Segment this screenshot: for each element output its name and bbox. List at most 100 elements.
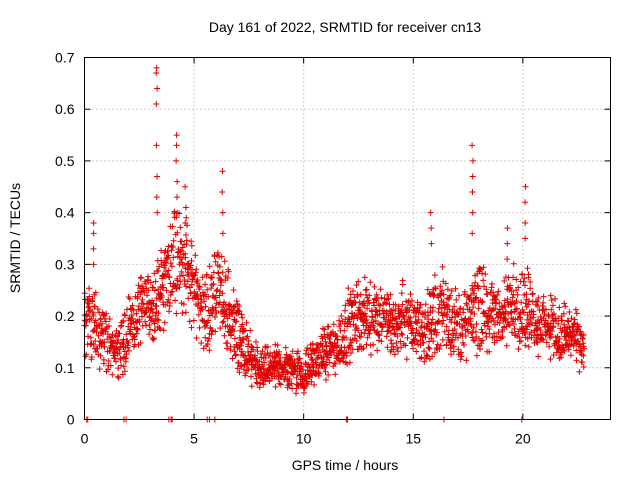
data-point	[252, 338, 259, 345]
data-point	[556, 335, 563, 342]
data-point	[464, 301, 471, 308]
data-point	[338, 313, 345, 320]
data-point	[99, 338, 106, 345]
data-point	[347, 342, 354, 349]
data-point	[377, 302, 384, 309]
data-point	[433, 345, 440, 352]
data-point	[147, 326, 154, 333]
data-point	[312, 348, 319, 355]
data-point	[496, 299, 503, 306]
data-point	[522, 199, 529, 206]
data-point	[440, 317, 447, 324]
data-point	[422, 301, 429, 308]
data-point	[563, 337, 570, 344]
data-point	[106, 316, 113, 323]
data-point	[374, 347, 381, 354]
data-point	[212, 258, 219, 265]
data-point	[522, 235, 529, 242]
data-point	[449, 314, 456, 321]
data-point	[519, 308, 526, 315]
data-point	[525, 271, 532, 278]
data-point	[146, 331, 153, 338]
data-point	[540, 336, 547, 343]
data-point	[172, 297, 179, 304]
data-point	[341, 344, 348, 351]
data-point	[537, 313, 544, 320]
data-point	[326, 339, 333, 346]
data-point	[325, 323, 332, 330]
data-point	[539, 306, 546, 313]
data-point	[115, 365, 122, 372]
data-point	[363, 312, 370, 319]
data-point	[390, 346, 397, 353]
data-point	[218, 253, 225, 260]
data-point	[427, 304, 434, 311]
data-point	[238, 339, 245, 346]
data-point	[505, 310, 512, 317]
data-point	[341, 307, 348, 314]
data-point	[212, 304, 219, 311]
data-point	[276, 348, 283, 355]
data-point	[470, 304, 477, 311]
data-point	[425, 320, 432, 327]
data-point	[521, 275, 528, 282]
data-point	[224, 340, 231, 347]
data-point	[550, 351, 557, 358]
data-point	[573, 347, 580, 354]
data-point	[485, 312, 492, 319]
data-point	[413, 348, 420, 355]
data-point	[219, 188, 226, 195]
data-point	[165, 252, 172, 259]
data-point	[282, 344, 289, 351]
data-point	[580, 363, 587, 370]
data-point	[186, 318, 193, 325]
data-point	[205, 317, 212, 324]
data-point	[212, 328, 219, 335]
data-point	[173, 285, 180, 292]
data-point	[373, 291, 380, 298]
data-point	[217, 325, 224, 332]
data-point	[351, 298, 358, 305]
data-point	[357, 315, 364, 322]
data-point	[259, 348, 266, 355]
data-point	[470, 324, 477, 331]
data-point	[431, 291, 438, 298]
data-point	[547, 356, 554, 363]
data-point	[562, 303, 569, 310]
data-point	[547, 292, 554, 299]
data-point	[370, 324, 377, 331]
data-point	[85, 333, 92, 340]
data-point	[269, 353, 276, 360]
data-point	[530, 311, 537, 318]
data-point	[571, 316, 578, 323]
data-point	[426, 345, 433, 352]
data-point	[416, 355, 423, 362]
data-point	[95, 332, 102, 339]
data-point	[355, 327, 362, 334]
data-point	[252, 370, 259, 377]
data-point	[188, 238, 195, 245]
data-point	[475, 285, 482, 292]
data-point	[462, 333, 469, 340]
data-point	[475, 305, 482, 312]
data-point	[332, 360, 339, 367]
data-point	[414, 320, 421, 327]
data-point	[549, 327, 556, 334]
data-point	[208, 285, 215, 292]
data-point	[305, 351, 312, 358]
data-point	[432, 284, 439, 291]
data-point	[392, 315, 399, 322]
data-point	[365, 297, 372, 304]
data-point	[248, 343, 255, 350]
data-point	[85, 297, 92, 304]
data-point	[216, 274, 223, 281]
data-point	[232, 351, 239, 358]
data-point	[184, 278, 191, 285]
data-point	[237, 363, 244, 370]
data-point	[221, 332, 228, 339]
data-point	[90, 245, 97, 252]
data-point	[341, 327, 348, 334]
data-point	[409, 325, 416, 332]
data-point	[136, 318, 143, 325]
